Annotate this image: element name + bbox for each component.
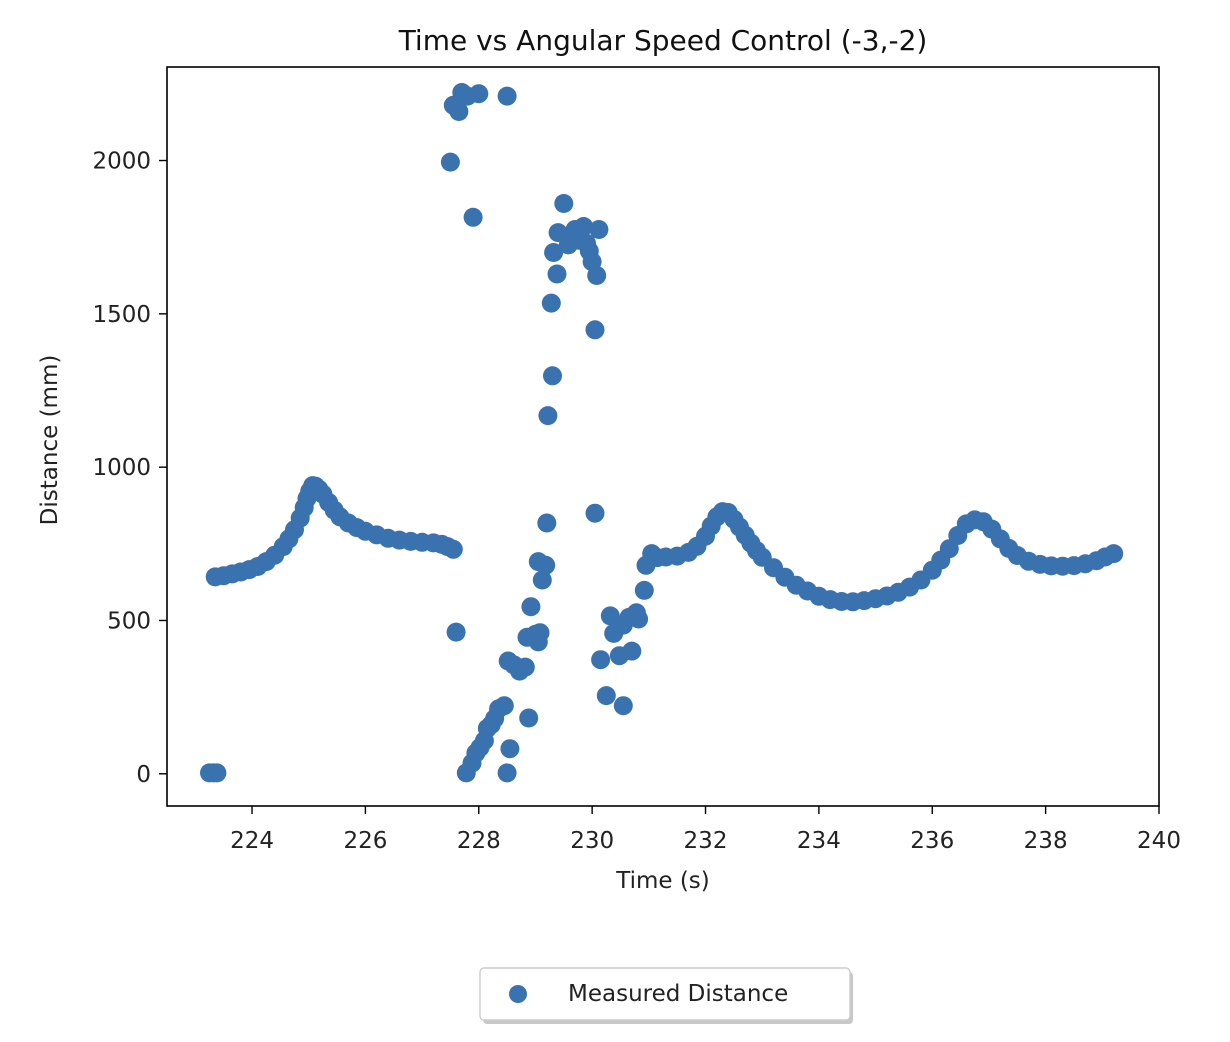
data-point bbox=[538, 406, 558, 426]
x-axis-title: Time (s) bbox=[615, 868, 710, 894]
x-tick-label: 228 bbox=[457, 828, 501, 854]
data-point bbox=[500, 739, 520, 759]
y-tick-label: 2000 bbox=[92, 149, 151, 175]
data-point bbox=[634, 580, 654, 600]
x-tick-label: 232 bbox=[684, 828, 728, 854]
data-point bbox=[449, 102, 469, 121]
x-axis-ticks: 224 226 228 230 232 234 236 238 240 bbox=[230, 806, 1181, 854]
data-point bbox=[521, 597, 541, 617]
data-point bbox=[463, 207, 483, 227]
data-point bbox=[530, 623, 550, 643]
data-point bbox=[532, 570, 552, 590]
data-point bbox=[585, 503, 605, 523]
legend-label: Measured Distance bbox=[568, 981, 788, 1007]
data-point bbox=[497, 86, 517, 106]
x-tick-label: 226 bbox=[343, 828, 387, 854]
data-point bbox=[589, 220, 609, 239]
data-point bbox=[596, 686, 616, 706]
x-tick-label: 230 bbox=[570, 828, 614, 854]
y-tick-label: 1500 bbox=[92, 302, 151, 328]
data-points bbox=[200, 83, 1124, 783]
data-point bbox=[440, 152, 460, 172]
y-axis-title: Distance (mm) bbox=[37, 355, 63, 526]
data-point bbox=[613, 696, 633, 716]
data-point bbox=[446, 622, 466, 642]
data-point bbox=[585, 320, 605, 340]
data-point bbox=[541, 293, 561, 313]
data-point bbox=[519, 708, 539, 728]
x-tick-label: 234 bbox=[797, 828, 841, 854]
data-point bbox=[574, 217, 594, 236]
data-point bbox=[1104, 544, 1124, 564]
data-point bbox=[443, 539, 463, 559]
data-point bbox=[536, 555, 556, 575]
y-tick-label: 500 bbox=[107, 608, 151, 634]
data-point bbox=[543, 366, 562, 386]
data-point bbox=[544, 243, 564, 262]
y-tick-label: 1000 bbox=[92, 455, 151, 481]
x-tick-label: 238 bbox=[1024, 828, 1068, 854]
data-point bbox=[207, 763, 227, 783]
data-point bbox=[629, 609, 649, 629]
data-point bbox=[537, 513, 557, 533]
x-tick-label: 240 bbox=[1137, 828, 1181, 854]
data-point bbox=[547, 264, 567, 284]
data-point bbox=[494, 696, 514, 716]
x-tick-label: 236 bbox=[910, 828, 954, 854]
chart-title: Time vs Angular Speed Control (-3,-2) bbox=[398, 24, 928, 57]
data-point bbox=[554, 194, 574, 213]
legend-box bbox=[479, 967, 851, 1021]
x-tick-label: 224 bbox=[230, 828, 274, 854]
plot-frame bbox=[166, 66, 1160, 807]
data-point bbox=[515, 657, 535, 677]
data-point bbox=[497, 763, 517, 783]
legend: Measured Distance bbox=[479, 967, 853, 1024]
y-tick-label: 0 bbox=[136, 762, 151, 788]
legend-marker bbox=[509, 985, 527, 1003]
y-axis-ticks: 0 500 1000 1500 2000 bbox=[92, 149, 167, 788]
data-point bbox=[591, 650, 611, 670]
data-point bbox=[622, 641, 642, 661]
data-point bbox=[587, 266, 607, 285]
data-point bbox=[469, 84, 489, 104]
